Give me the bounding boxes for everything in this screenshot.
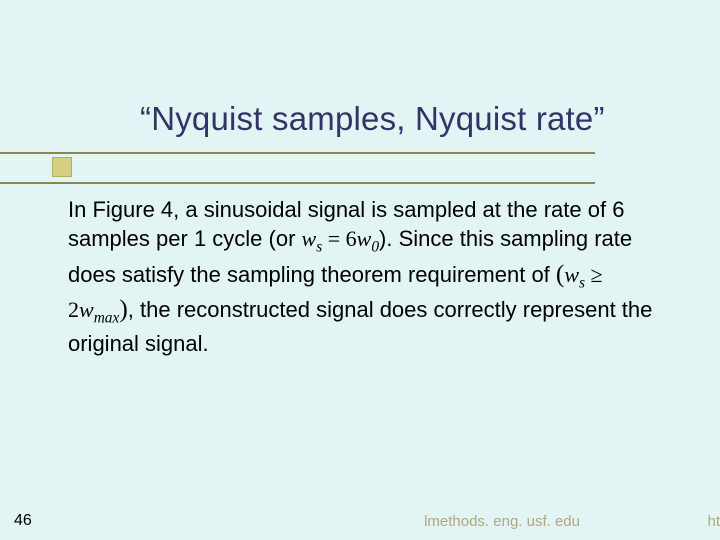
body-text-3: , the reconstructed signal does correctl… [68,297,652,356]
footer-edge-text: ht [707,513,720,530]
eq2-rhs-sym: w [79,297,94,322]
slide: “Nyquist samples, Nyquist rate” In Figur… [0,0,720,540]
eq2-lhs-sym: w [564,262,579,287]
footer-url: lmethods. eng. usf. edu [424,513,580,530]
eq1-op: = [322,226,345,251]
title-rule [0,152,720,182]
rule-line-bottom [0,182,595,184]
eq2-rparen: ) [119,295,127,323]
slide-title: “Nyquist samples, Nyquist rate” [0,100,720,138]
eq2-rhs-sub: max [94,310,120,327]
eq1-rhs-coeff: 6 [346,226,357,251]
rule-line-top [0,152,595,154]
eq1-rhs-sym: w [357,226,372,251]
page-number: 46 [14,512,32,530]
body-paragraph: In Figure 4, a sinusoidal signal is samp… [68,195,668,358]
eq2-rhs-coeff: 2 [68,297,79,322]
title-area: “Nyquist samples, Nyquist rate” [0,100,720,138]
eq2-op: ≥ [585,262,603,287]
eq1-lhs-sym: w [302,226,317,251]
accent-square-icon [52,157,72,177]
eq1-rhs-sub: 0 [371,238,379,255]
